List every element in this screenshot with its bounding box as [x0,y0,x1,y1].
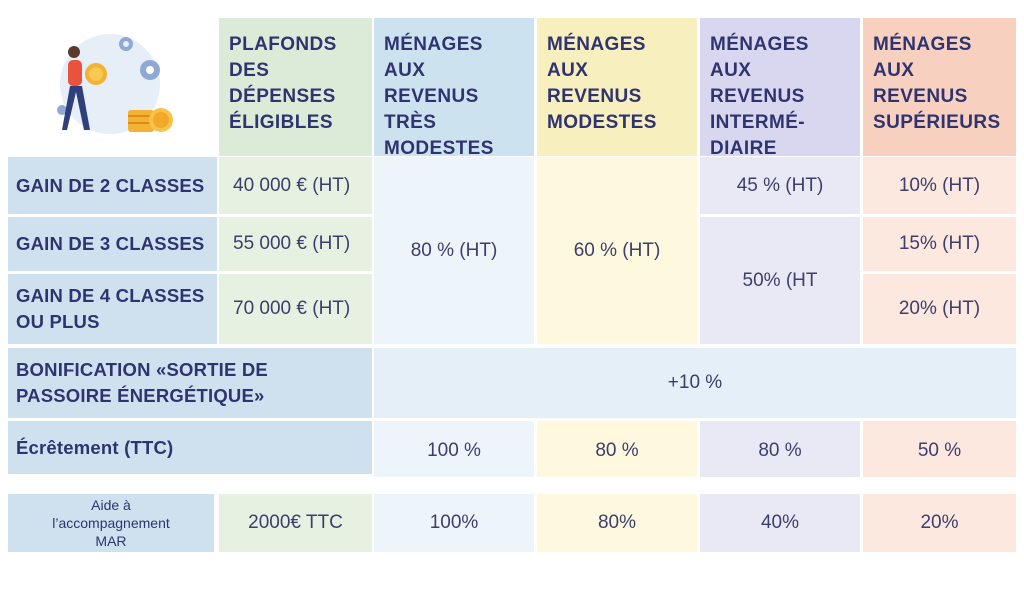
cell-plafond-gain-2: 40 000 € (HT) [219,157,372,214]
header-tres-modestes-line: MÉNAGES AUX [384,34,483,81]
cell-value: +10 % [667,372,723,393]
cell-intermediaire-gain-2: 45 % (HT) [700,157,860,214]
header-intermediaire: MÉNAGES AUX REVENUS INTERMÉ- DIAIRE [700,18,860,159]
cell-intermediaire-merged: 50% (HT [700,217,860,344]
cell-value: 40% [760,512,800,533]
row-label-aide-mar: Aide à l’accompagnement MAR [8,494,214,552]
header-plafonds-line: PLAFONDS [229,34,337,55]
cell-value: 100% [429,512,479,533]
cell-tres-modestes-merged: 80 % (HT) [374,157,534,344]
header-superieurs-line: AUX [873,60,915,81]
cell-value: 80 % [758,440,802,461]
header-intermediaire-line: DIAIRE [710,138,777,159]
row-label-text: l’accompagnement [52,515,170,531]
cell-superieurs-gain-3: 15% (HT) [863,217,1016,271]
cell-value: 70 000 € (HT) [233,298,351,319]
cell-ecretement-intermediaire: 80 % [700,421,860,477]
header-plafonds-line: DES [229,60,270,81]
cell-value: 40 000 € (HT) [233,174,351,196]
cell-aide-intermediaire: 40% [700,494,860,552]
header-plafonds-line: DÉPENSES [229,86,336,107]
row-label-text: GAIN DE 4 CLASSES [16,285,205,306]
header-modestes-line: MÉNAGES [547,34,646,55]
cell-modestes-merged: 60 % (HT) [537,157,697,344]
cell-value: 45 % (HT) [736,174,824,196]
cell-value: 20% (HT) [898,298,981,319]
row-label-ecretement: Écrêtement (TTC) [8,421,372,474]
cell-aide-plafond: 2000€ TTC [219,494,372,552]
row-label-text: GAIN DE 2 CLASSES [16,174,205,196]
row-label-gain-3: GAIN DE 3 CLASSES [8,217,217,271]
cell-aide-superieurs: 20% [863,494,1016,552]
cell-value: 15% (HT) [898,233,981,254]
cell-plafond-gain-4: 70 000 € (HT) [219,274,372,344]
header-intermediaire-line: INTERMÉ- [710,112,806,133]
cell-ecretement-tres-modestes: 100 % [374,421,534,477]
row-label-text: Écrêtement (TTC) [16,436,174,458]
cell-value: 60 % (HT) [573,239,661,261]
cell-value: 80 % (HT) [410,239,498,261]
illustration [57,34,173,134]
row-label-bonification: BONIFICATION «SORTIE DE PASSOIRE ÉNERGÉTI… [8,348,372,418]
cell-aide-tres-modestes: 100% [374,494,534,552]
cell-value: 20% [920,512,959,533]
row-label-text: BONIFICATION «SORTIE DE [16,359,268,380]
cell-value: 100 % [427,440,481,461]
cell-value: 2000€ TTC [248,512,343,533]
header-modestes-line: AUX REVENUS [547,60,642,107]
cell-aide-modestes: 80% [537,494,697,552]
row-label-gain-2: GAIN DE 2 CLASSES [8,157,217,214]
header-tres-modestes-line: REVENUS TRÈS [384,86,479,133]
person-carrying-coin-icon [62,46,107,130]
cell-value: 80 % [595,440,639,461]
header-intermediaire-line: AUX REVENUS [710,60,805,107]
row-label-text: OU PLUS [16,311,100,332]
row-label-text: GAIN DE 3 CLASSES [16,233,205,254]
header-modestes-line: MODESTES [547,112,657,133]
cell-value: 10% (HT) [898,174,981,196]
header-superieurs: MÉNAGES AUX REVENUS SUPÉRIEURS [863,18,1016,156]
header-tres-modestes: MÉNAGES AUX REVENUS TRÈS MODESTES [374,18,534,159]
cell-plafond-gain-3: 55 000 € (HT) [219,217,372,271]
header-intermediaire-line: MÉNAGES [710,34,809,55]
header-modestes: MÉNAGES AUX REVENUS MODESTES [537,18,697,156]
cell-superieurs-gain-4: 20% (HT) [863,274,1016,344]
header-superieurs-line: REVENUS [873,86,968,107]
cell-value: 50 % [917,440,962,461]
cell-bonification-value: +10 % [374,348,1016,418]
row-label-text: Aide à [91,497,131,513]
cell-superieurs-gain-2: 10% (HT) [863,157,1016,214]
cell-ecretement-superieurs: 50 % [863,421,1016,477]
header-plafonds-line: ÉLIGIBLES [229,112,333,133]
gear-icon [57,37,160,115]
cell-value: 80% [597,512,637,533]
row-label-text: PASSOIRE ÉNERGÉTIQUE» [16,385,265,406]
coin-stack-icon [128,108,173,132]
cell-ecretement-modestes: 80 % [537,421,697,477]
header-plafonds: PLAFONDS DES DÉPENSES ÉLIGIBLES [219,18,372,156]
cell-value: 55 000 € (HT) [233,233,351,254]
header-superieurs-line: SUPÉRIEURS [873,112,1001,133]
header-superieurs-line: MÉNAGES [873,34,972,55]
row-label-text: MAR [95,533,127,549]
cell-value: 50% (HT [742,269,818,291]
row-label-gain-4: GAIN DE 4 CLASSES OU PLUS [8,274,217,344]
header-tres-modestes-line: MODESTES [384,138,494,159]
